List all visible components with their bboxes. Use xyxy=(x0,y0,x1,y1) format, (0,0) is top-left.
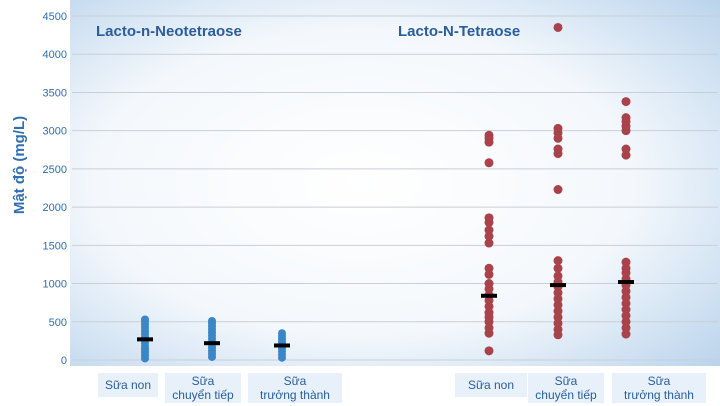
y-tick-label: 1500 xyxy=(43,240,67,252)
median-marker xyxy=(137,337,153,342)
data-point xyxy=(484,279,494,289)
y-tick-label: 4000 xyxy=(43,49,67,61)
x-label-right-3: Sữa trưởng thành xyxy=(612,373,706,403)
data-point xyxy=(553,22,563,32)
data-point xyxy=(484,346,494,356)
data-point xyxy=(484,158,494,168)
data-point xyxy=(484,238,494,248)
panel-title-right: Lacto-N-Tetraose xyxy=(398,23,520,40)
data-point xyxy=(621,144,631,154)
median-marker xyxy=(204,341,220,346)
data-point xyxy=(621,97,631,107)
y-axis-label: Mật độ (mg/L) xyxy=(11,116,28,214)
y-tick-label: 2000 xyxy=(43,202,67,214)
median-marker xyxy=(274,343,290,348)
data-point xyxy=(553,185,563,195)
y-tick-label: 3500 xyxy=(43,87,67,99)
data-point xyxy=(553,144,563,154)
data-marks xyxy=(137,22,634,363)
median-marker xyxy=(481,293,497,298)
plot-area xyxy=(70,0,720,366)
y-tick-label: 1000 xyxy=(43,279,67,291)
x-label-left-2: Sữa chuyển tiếp xyxy=(165,373,241,403)
x-label-right-2: Sữa chuyển tiếp xyxy=(528,373,604,403)
data-point xyxy=(484,130,494,140)
data-point xyxy=(553,123,563,133)
y-tick-label: 4500 xyxy=(43,11,67,23)
x-label-right-1: Sữa non xyxy=(455,373,527,397)
data-point xyxy=(621,257,631,267)
y-ticks: 0 500 1000 1500 2000 2500 3000 3500 4000 4500 xyxy=(43,11,67,367)
median-marker xyxy=(618,280,634,285)
data-point xyxy=(208,317,216,326)
grid xyxy=(72,15,718,361)
y-tick-label: 3000 xyxy=(43,126,67,138)
x-label-left-3: Sữa trưởng thành xyxy=(248,373,342,403)
data-point xyxy=(553,256,563,266)
y-tick-label: 500 xyxy=(49,317,67,329)
data-point xyxy=(621,113,631,123)
x-label-left-1: Sữa non xyxy=(98,373,158,397)
panel-title-left: Lacto-n-Neotetraose xyxy=(96,23,242,40)
median-marker xyxy=(550,283,566,288)
data-point xyxy=(278,329,286,338)
y-tick-label: 2500 xyxy=(43,164,67,176)
y-tick-label: 0 xyxy=(61,355,67,367)
data-point xyxy=(484,225,494,235)
data-point xyxy=(484,213,494,223)
data-point xyxy=(553,271,563,281)
data-point xyxy=(553,263,563,273)
data-point xyxy=(484,263,494,273)
data-point xyxy=(141,315,149,324)
